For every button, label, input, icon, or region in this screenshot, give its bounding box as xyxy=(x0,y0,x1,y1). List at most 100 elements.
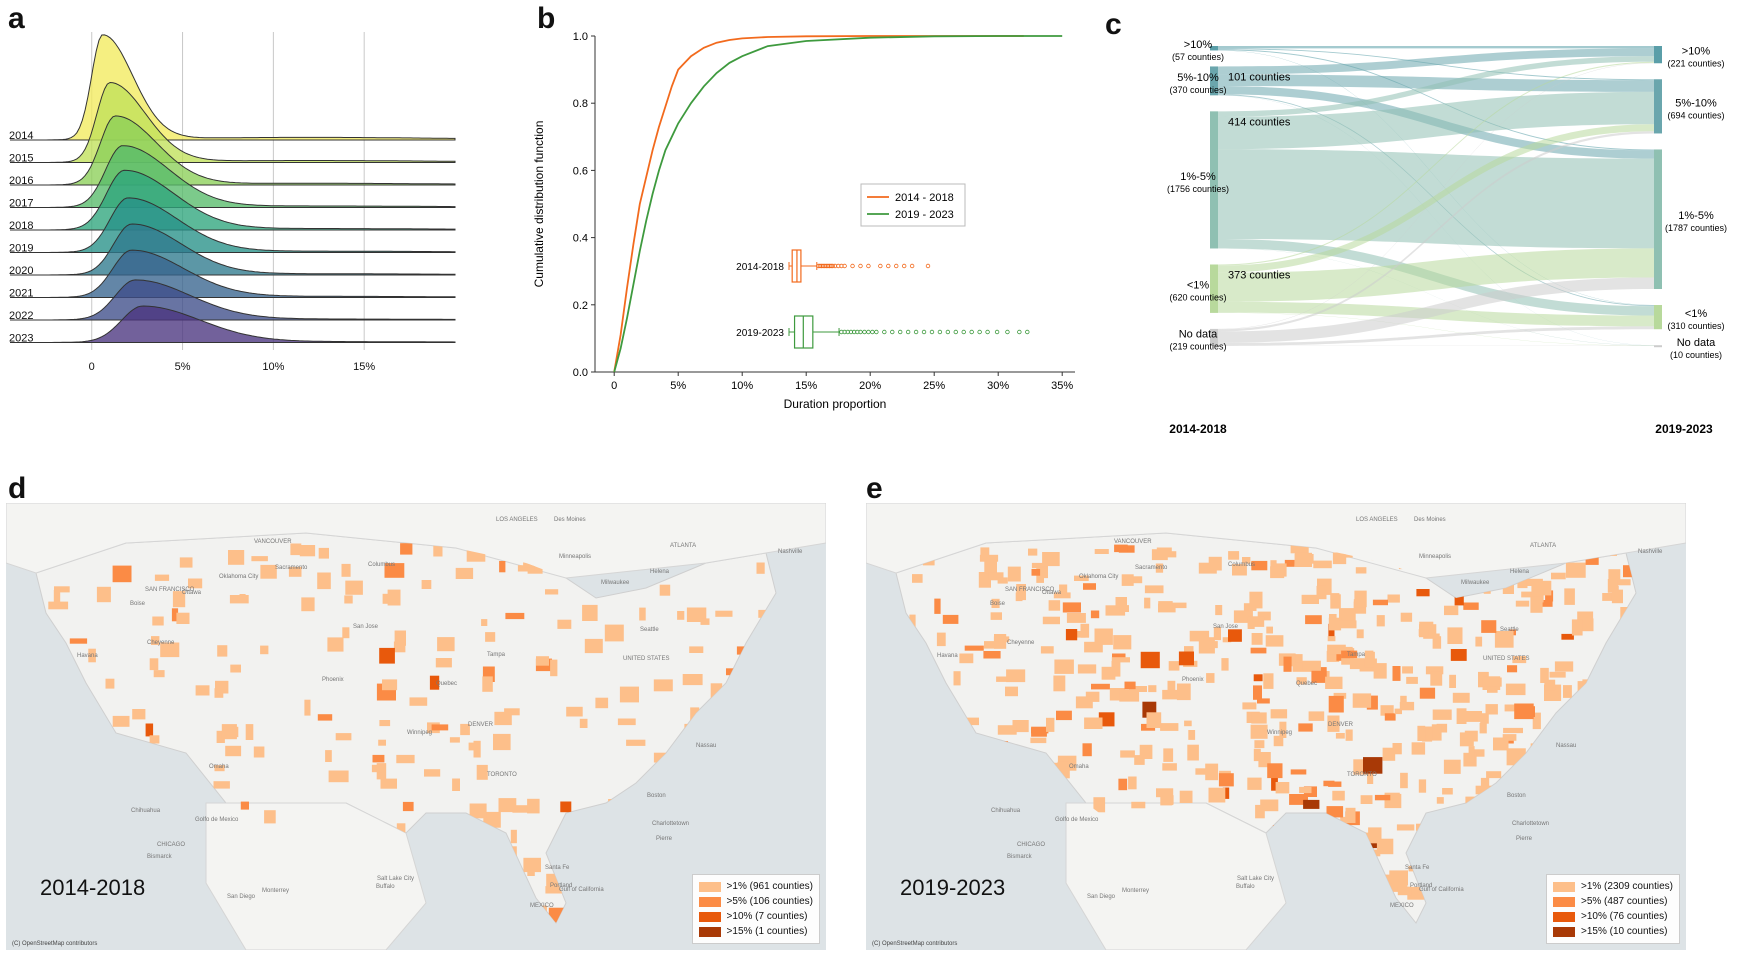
boxplot-outlier xyxy=(921,329,927,335)
county-fill xyxy=(715,610,733,617)
county-fill xyxy=(435,658,452,668)
place-label: Oklahoma City xyxy=(1079,574,1118,580)
county-fill xyxy=(566,706,583,717)
boxplot-outlier xyxy=(977,329,982,335)
county-fill xyxy=(584,638,603,654)
county-fill xyxy=(710,683,723,700)
county-fill xyxy=(1384,792,1400,800)
county-fill xyxy=(1028,548,1038,556)
place-label: San Diego xyxy=(1087,894,1116,900)
county-fill xyxy=(1091,683,1110,690)
county-fill xyxy=(132,709,146,720)
county-fill xyxy=(154,574,170,581)
ridge-area-2017 xyxy=(10,145,456,208)
county-fill xyxy=(1480,713,1489,724)
sankey-node-count: (620 counties) xyxy=(1169,293,1226,303)
boxplot-outlier xyxy=(953,329,958,335)
county-fill xyxy=(105,678,115,689)
county-fill xyxy=(96,586,111,603)
county-fill xyxy=(317,714,333,721)
county-fill xyxy=(429,675,440,690)
x-tick-label: 25% xyxy=(923,380,945,392)
county-fill xyxy=(1332,552,1347,565)
county-fill xyxy=(1195,768,1212,775)
county-fill xyxy=(1031,569,1041,576)
boxplot-outlier xyxy=(842,263,847,269)
county-fill xyxy=(1222,637,1232,643)
county-fill xyxy=(53,590,61,607)
county-fill xyxy=(1436,723,1448,733)
place-label: Bismarck xyxy=(1007,854,1033,860)
boxplot-outlier xyxy=(882,329,887,335)
county-fill xyxy=(1514,703,1534,720)
county-fill xyxy=(1400,772,1408,789)
legend-label: 2019 - 2023 xyxy=(895,209,954,221)
place-label: VANCOUVER xyxy=(1114,539,1152,545)
ridge-label: 2020 xyxy=(9,265,33,277)
sankey-node-left xyxy=(1210,328,1218,346)
county-fill xyxy=(1228,629,1242,642)
ridge-label: 2014 xyxy=(9,130,33,142)
county-fill xyxy=(493,733,511,751)
ridge-label: 2021 xyxy=(9,288,33,300)
county-fill xyxy=(1400,612,1413,622)
place-label: Gulf of California xyxy=(559,887,604,893)
boxplot-outlier xyxy=(929,329,935,335)
county-fill xyxy=(1283,656,1292,672)
x-tick-label: 15% xyxy=(353,361,375,373)
place-label: Sacramento xyxy=(275,565,308,571)
ridge-area-2023 xyxy=(10,305,456,343)
place-label: Boise xyxy=(130,601,146,607)
county-fill xyxy=(290,543,302,556)
county-fill xyxy=(1094,628,1113,645)
sankey-node-count: (1787 counties) xyxy=(1665,223,1727,233)
panel-letter-e: e xyxy=(866,472,883,505)
county-fill xyxy=(1007,566,1021,582)
ridge-label: 2019 xyxy=(9,243,33,255)
county-fill xyxy=(476,764,488,780)
county-fill xyxy=(1121,574,1134,586)
county-fill xyxy=(1208,556,1222,571)
county-fill xyxy=(396,754,415,764)
county-fill xyxy=(433,544,443,557)
county-fill xyxy=(1345,729,1353,741)
county-fill xyxy=(1617,579,1631,586)
county-fill xyxy=(1098,712,1115,727)
county-fill xyxy=(996,676,1008,682)
county-fill xyxy=(317,572,331,590)
county-fill xyxy=(228,550,245,565)
place-label: LOS ANGELES xyxy=(496,517,538,523)
sankey-node-count: (370 counties) xyxy=(1169,85,1226,95)
county-fill xyxy=(88,648,96,663)
legend-label: >10% (7 counties) xyxy=(726,911,808,922)
boxplot-outlier xyxy=(832,263,838,269)
county-fill xyxy=(1253,748,1261,762)
ridge-area-2021 xyxy=(10,249,456,298)
county-fill xyxy=(1083,583,1096,590)
boxplot-outlier xyxy=(901,263,907,269)
place-label: Cheyenne xyxy=(1007,640,1035,646)
legend-row: >15% (1 counties) xyxy=(698,924,813,939)
county-fill xyxy=(380,778,397,789)
county-fill xyxy=(1482,677,1502,687)
boxplot-outlier xyxy=(820,263,826,269)
canada-land xyxy=(866,503,1686,579)
place-label: UNITED STATES xyxy=(1483,656,1529,662)
place-label: Des Moines xyxy=(554,517,586,523)
county-fill xyxy=(953,671,961,686)
county-fill xyxy=(1056,710,1072,721)
county-fill xyxy=(1494,631,1514,648)
boxplot-outlier xyxy=(866,329,871,335)
county-fill xyxy=(1046,717,1055,732)
county-fill xyxy=(1215,605,1223,616)
panel-letter-a: a xyxy=(8,2,25,35)
county-fill xyxy=(1111,660,1121,677)
sankey-node-right xyxy=(1654,345,1662,348)
county-fill xyxy=(682,674,703,686)
county-fill xyxy=(387,589,401,606)
ridge-area-2014 xyxy=(10,34,456,141)
x-tick-label: 15% xyxy=(795,380,817,392)
county-fill xyxy=(1380,705,1394,716)
place-label: UNITED STATES xyxy=(623,656,669,662)
y-tick-label: 1.0 xyxy=(573,31,588,43)
